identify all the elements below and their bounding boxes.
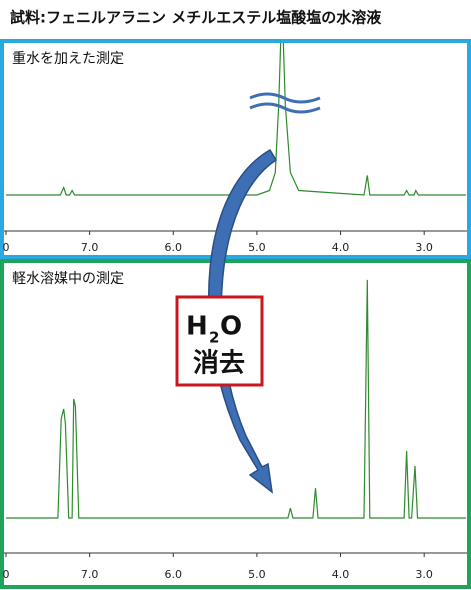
callout: H 2 O 消去 (175, 295, 264, 387)
x-tick-label: 0 (3, 241, 10, 254)
x-tick-label: 5.0 (248, 241, 266, 254)
x-tick-label: 4.0 (332, 568, 350, 581)
spectrum-line (6, 279, 466, 519)
panel-title: 重水を加えた測定 (12, 51, 124, 67)
x-tick-label: 3.0 (415, 241, 433, 254)
break-mark (249, 92, 321, 114)
panel-frame (0, 39, 471, 259)
spectrum-line (6, 43, 466, 196)
x-tick-label: 6.0 (165, 241, 183, 254)
x-tick-label: 7.0 (81, 241, 99, 254)
panel-title: 軽水溶媒中の測定 (12, 271, 124, 287)
callout-o: O (220, 312, 242, 342)
callout-text: 消去 (193, 349, 245, 379)
x-tick-label: 3.0 (415, 568, 433, 581)
spectrum-panel: 軽水溶媒中の測定 0 7.0 6.0 5.0 4.0 3.0 (0, 259, 471, 589)
page-title: 試料:フェニルアラニン メチルエステル塩酸塩の水溶液 (10, 9, 382, 27)
arrow (208, 148, 278, 494)
callout-sub: 2 (209, 329, 219, 347)
x-tick-label: 6.0 (165, 568, 183, 581)
x-tick-label: 4.0 (332, 241, 350, 254)
x-tick-label: 7.0 (81, 568, 99, 581)
panel-frame (0, 259, 471, 589)
callout-box (175, 295, 264, 387)
x-tick-label: 5.0 (248, 568, 266, 581)
callout-h: H (186, 312, 208, 342)
x-tick-label: 0 (3, 568, 10, 581)
spectrum-panel: 重水を加えた測定 0 7.0 6.0 5.0 4.0 3.0 (0, 39, 471, 259)
